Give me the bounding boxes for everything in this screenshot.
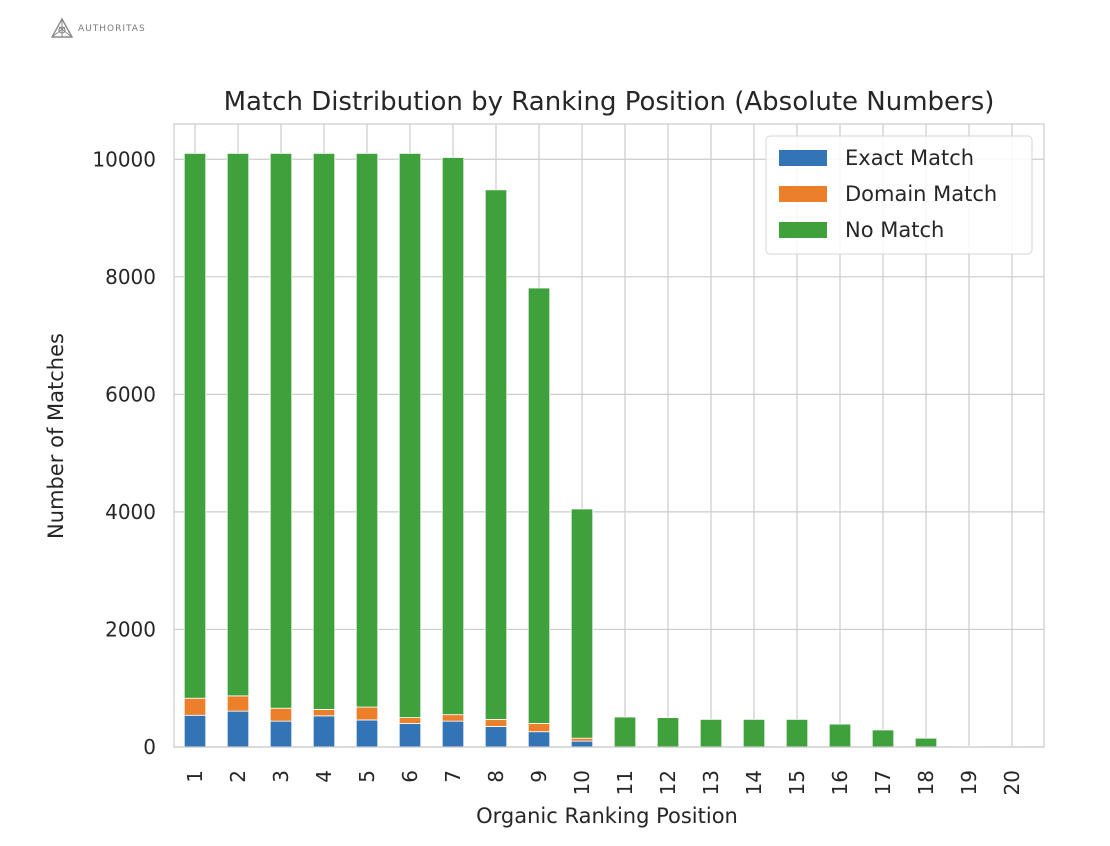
x-tick-label: 9: [527, 770, 551, 783]
x-tick-label: 16: [828, 770, 852, 795]
bar-exact-match-10: [570, 740, 594, 748]
bar-domain-match-1: [183, 697, 207, 716]
bar-exact-match-7: [441, 720, 465, 748]
x-tick-label: 3: [269, 770, 293, 783]
bar-no-match-16: [828, 723, 852, 748]
bar-exact-match-3: [269, 720, 293, 748]
x-axis-label: Organic Ranking Position: [476, 804, 738, 828]
bar-exact-match-6: [398, 723, 422, 748]
bar-no-match-4: [312, 152, 336, 710]
x-tick-label: 18: [914, 770, 938, 795]
y-tick-label: 0: [143, 735, 156, 759]
bar-exact-match-1: [183, 714, 207, 748]
x-tick-label: 11: [613, 770, 637, 795]
bar-no-match-14: [742, 718, 766, 748]
x-tick-label: 14: [742, 770, 766, 795]
bars-group: [183, 152, 1024, 748]
bar-exact-match-8: [484, 726, 508, 748]
x-tick-label: 5: [355, 770, 379, 783]
legend-label: No Match: [845, 218, 944, 242]
bar-domain-match-6: [398, 717, 422, 724]
bar-no-match-5: [355, 152, 379, 708]
bar-domain-match-10: [570, 737, 594, 742]
bar-domain-match-9: [527, 723, 551, 733]
bar-no-match-8: [484, 189, 508, 720]
legend-label: Exact Match: [845, 146, 974, 170]
bar-no-match-1: [183, 152, 207, 699]
y-tick-label: 10000: [92, 147, 156, 171]
x-tick-label: 10: [570, 770, 594, 795]
x-tick-label: 1: [183, 770, 207, 783]
bar-domain-match-2: [226, 695, 250, 712]
legend-box: [765, 135, 1033, 255]
legend-swatch: [779, 150, 827, 166]
y-tick-label: 2000: [105, 617, 156, 641]
bar-domain-match-8: [484, 718, 508, 727]
x-tick-label: 6: [398, 770, 422, 783]
legend-label: Domain Match: [845, 182, 997, 206]
bar-domain-match-7: [441, 714, 465, 722]
bar-no-match-15: [785, 718, 809, 748]
bar-no-match-3: [269, 152, 293, 709]
legend-swatch: [779, 222, 827, 238]
bar-exact-match-2: [226, 710, 250, 748]
bar-no-match-18: [914, 737, 938, 748]
x-tick-label: 15: [785, 770, 809, 795]
x-tick-label: 13: [699, 770, 723, 795]
bar-no-match-17: [871, 729, 895, 748]
x-tick-label: 19: [957, 770, 981, 795]
bar-no-match-13: [699, 718, 723, 748]
bar-no-match-12: [656, 717, 680, 748]
x-tick-label: 8: [484, 770, 508, 783]
bar-domain-match-4: [312, 708, 336, 717]
x-tick-label: 7: [441, 770, 465, 783]
y-axis-label: Number of Matches: [44, 333, 68, 539]
authoritas-logo-icon: [50, 17, 74, 38]
bar-no-match-7: [441, 157, 465, 716]
y-tick-label: 6000: [105, 382, 156, 406]
x-tick-label: 17: [871, 770, 895, 795]
bar-exact-match-4: [312, 715, 336, 748]
brand-logo: AUTHORITAS: [50, 14, 146, 44]
y-tick-label: 8000: [105, 265, 156, 289]
legend: Exact Match Domain Match No Match: [765, 135, 1033, 255]
x-tick-label: 12: [656, 770, 680, 795]
bar-no-match-2: [226, 152, 250, 697]
bar-no-match-6: [398, 152, 422, 719]
bar-domain-match-5: [355, 706, 379, 721]
x-axis-ticks: 1 2 3 4 5 6 7 8 9 10 11 12 13 14 15 16 17 18 19 20: [183, 770, 1024, 795]
y-axis-ticks: 0 2000 4000 6000 8000 10000: [92, 147, 156, 759]
bar-exact-match-9: [527, 731, 551, 748]
brand-name: AUTHORITAS: [78, 24, 146, 34]
bar-domain-match-3: [269, 707, 293, 722]
bar-exact-match-5: [355, 719, 379, 748]
y-tick-label: 4000: [105, 500, 156, 524]
x-tick-label: 4: [312, 770, 336, 783]
bar-no-match-11: [613, 716, 637, 748]
chart-title: Match Distribution by Ranking Position (…: [224, 87, 995, 117]
bar-no-match-10: [570, 508, 594, 739]
x-tick-label: 2: [226, 770, 250, 783]
x-tick-label: 20: [1000, 770, 1024, 795]
legend-swatch: [779, 186, 827, 202]
plot-frame: [173, 123, 1045, 748]
bar-no-match-9: [527, 287, 551, 724]
